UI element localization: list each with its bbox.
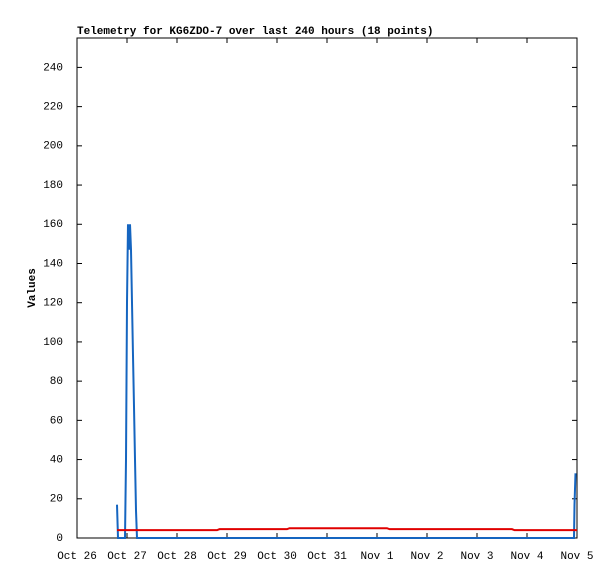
y-tick-label: 240: [43, 62, 63, 74]
y-axis-label: Values: [27, 268, 39, 308]
x-tick-label: Nov 1: [360, 551, 393, 563]
y-tick-label: 120: [43, 298, 63, 310]
y-tick-label: 20: [50, 494, 63, 506]
y-tick-label: 0: [56, 533, 63, 545]
y-tick-label: 160: [43, 219, 63, 231]
x-tick-label: Nov 5: [560, 551, 593, 563]
x-tick-label: Oct 27: [107, 551, 147, 563]
y-tick-label: 180: [43, 180, 63, 192]
series-line: [117, 527, 577, 532]
x-tick-label: Oct 30: [257, 551, 297, 563]
y-tick-label: 60: [50, 415, 63, 427]
y-tick-label: 40: [50, 454, 63, 466]
x-tick-label: Nov 4: [510, 551, 543, 563]
x-tick-label: Nov 2: [410, 551, 443, 563]
chart-title: Telemetry for KG6ZDO-7 over last 240 hou…: [77, 26, 433, 38]
y-tick-label: 100: [43, 337, 63, 349]
x-tick-label: Oct 26: [57, 551, 97, 563]
x-tick-label: Oct 29: [207, 551, 247, 563]
y-tick-label: 220: [43, 102, 63, 114]
x-tick-label: Oct 31: [307, 551, 347, 563]
series-line: [116, 224, 577, 539]
x-tick-label: Nov 3: [460, 551, 493, 563]
x-tick-label: Oct 28: [157, 551, 197, 563]
y-tick-label: 80: [50, 376, 63, 388]
plot-frame: [76, 37, 578, 539]
y-tick-label: 200: [43, 141, 63, 153]
y-tick-label: 140: [43, 258, 63, 270]
